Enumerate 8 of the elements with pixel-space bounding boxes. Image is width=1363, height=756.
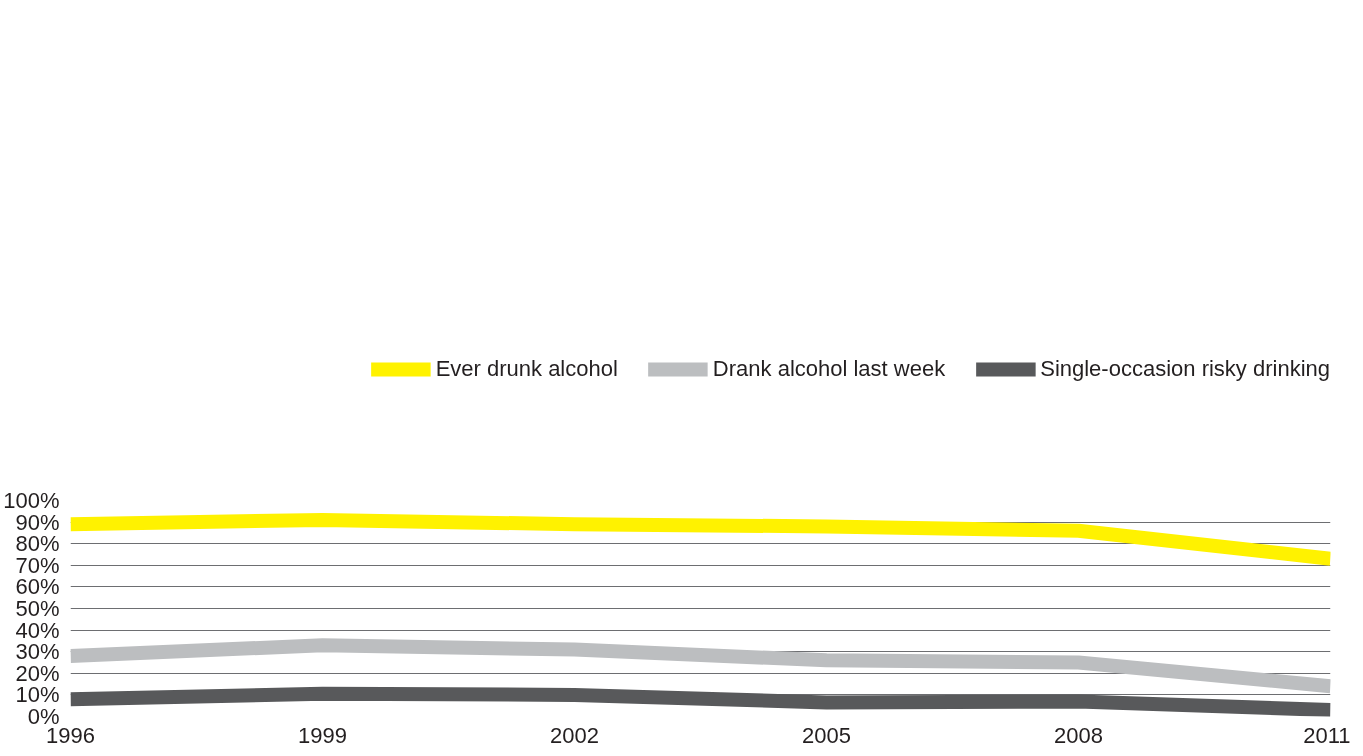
x-tick-label: 2008 (1054, 722, 1103, 748)
x-tick-label: 2002 (550, 722, 599, 748)
x-tick-label: 2005 (802, 722, 851, 748)
legend-label: Single-occasion risky drinking (1040, 355, 1330, 382)
legend-label: Drank alcohol last week (712, 355, 946, 382)
x-tick-label: 1999 (298, 722, 347, 748)
legend-label: Ever drunk alcohol (435, 355, 618, 382)
x-tick-label: 2011 (1303, 722, 1351, 748)
